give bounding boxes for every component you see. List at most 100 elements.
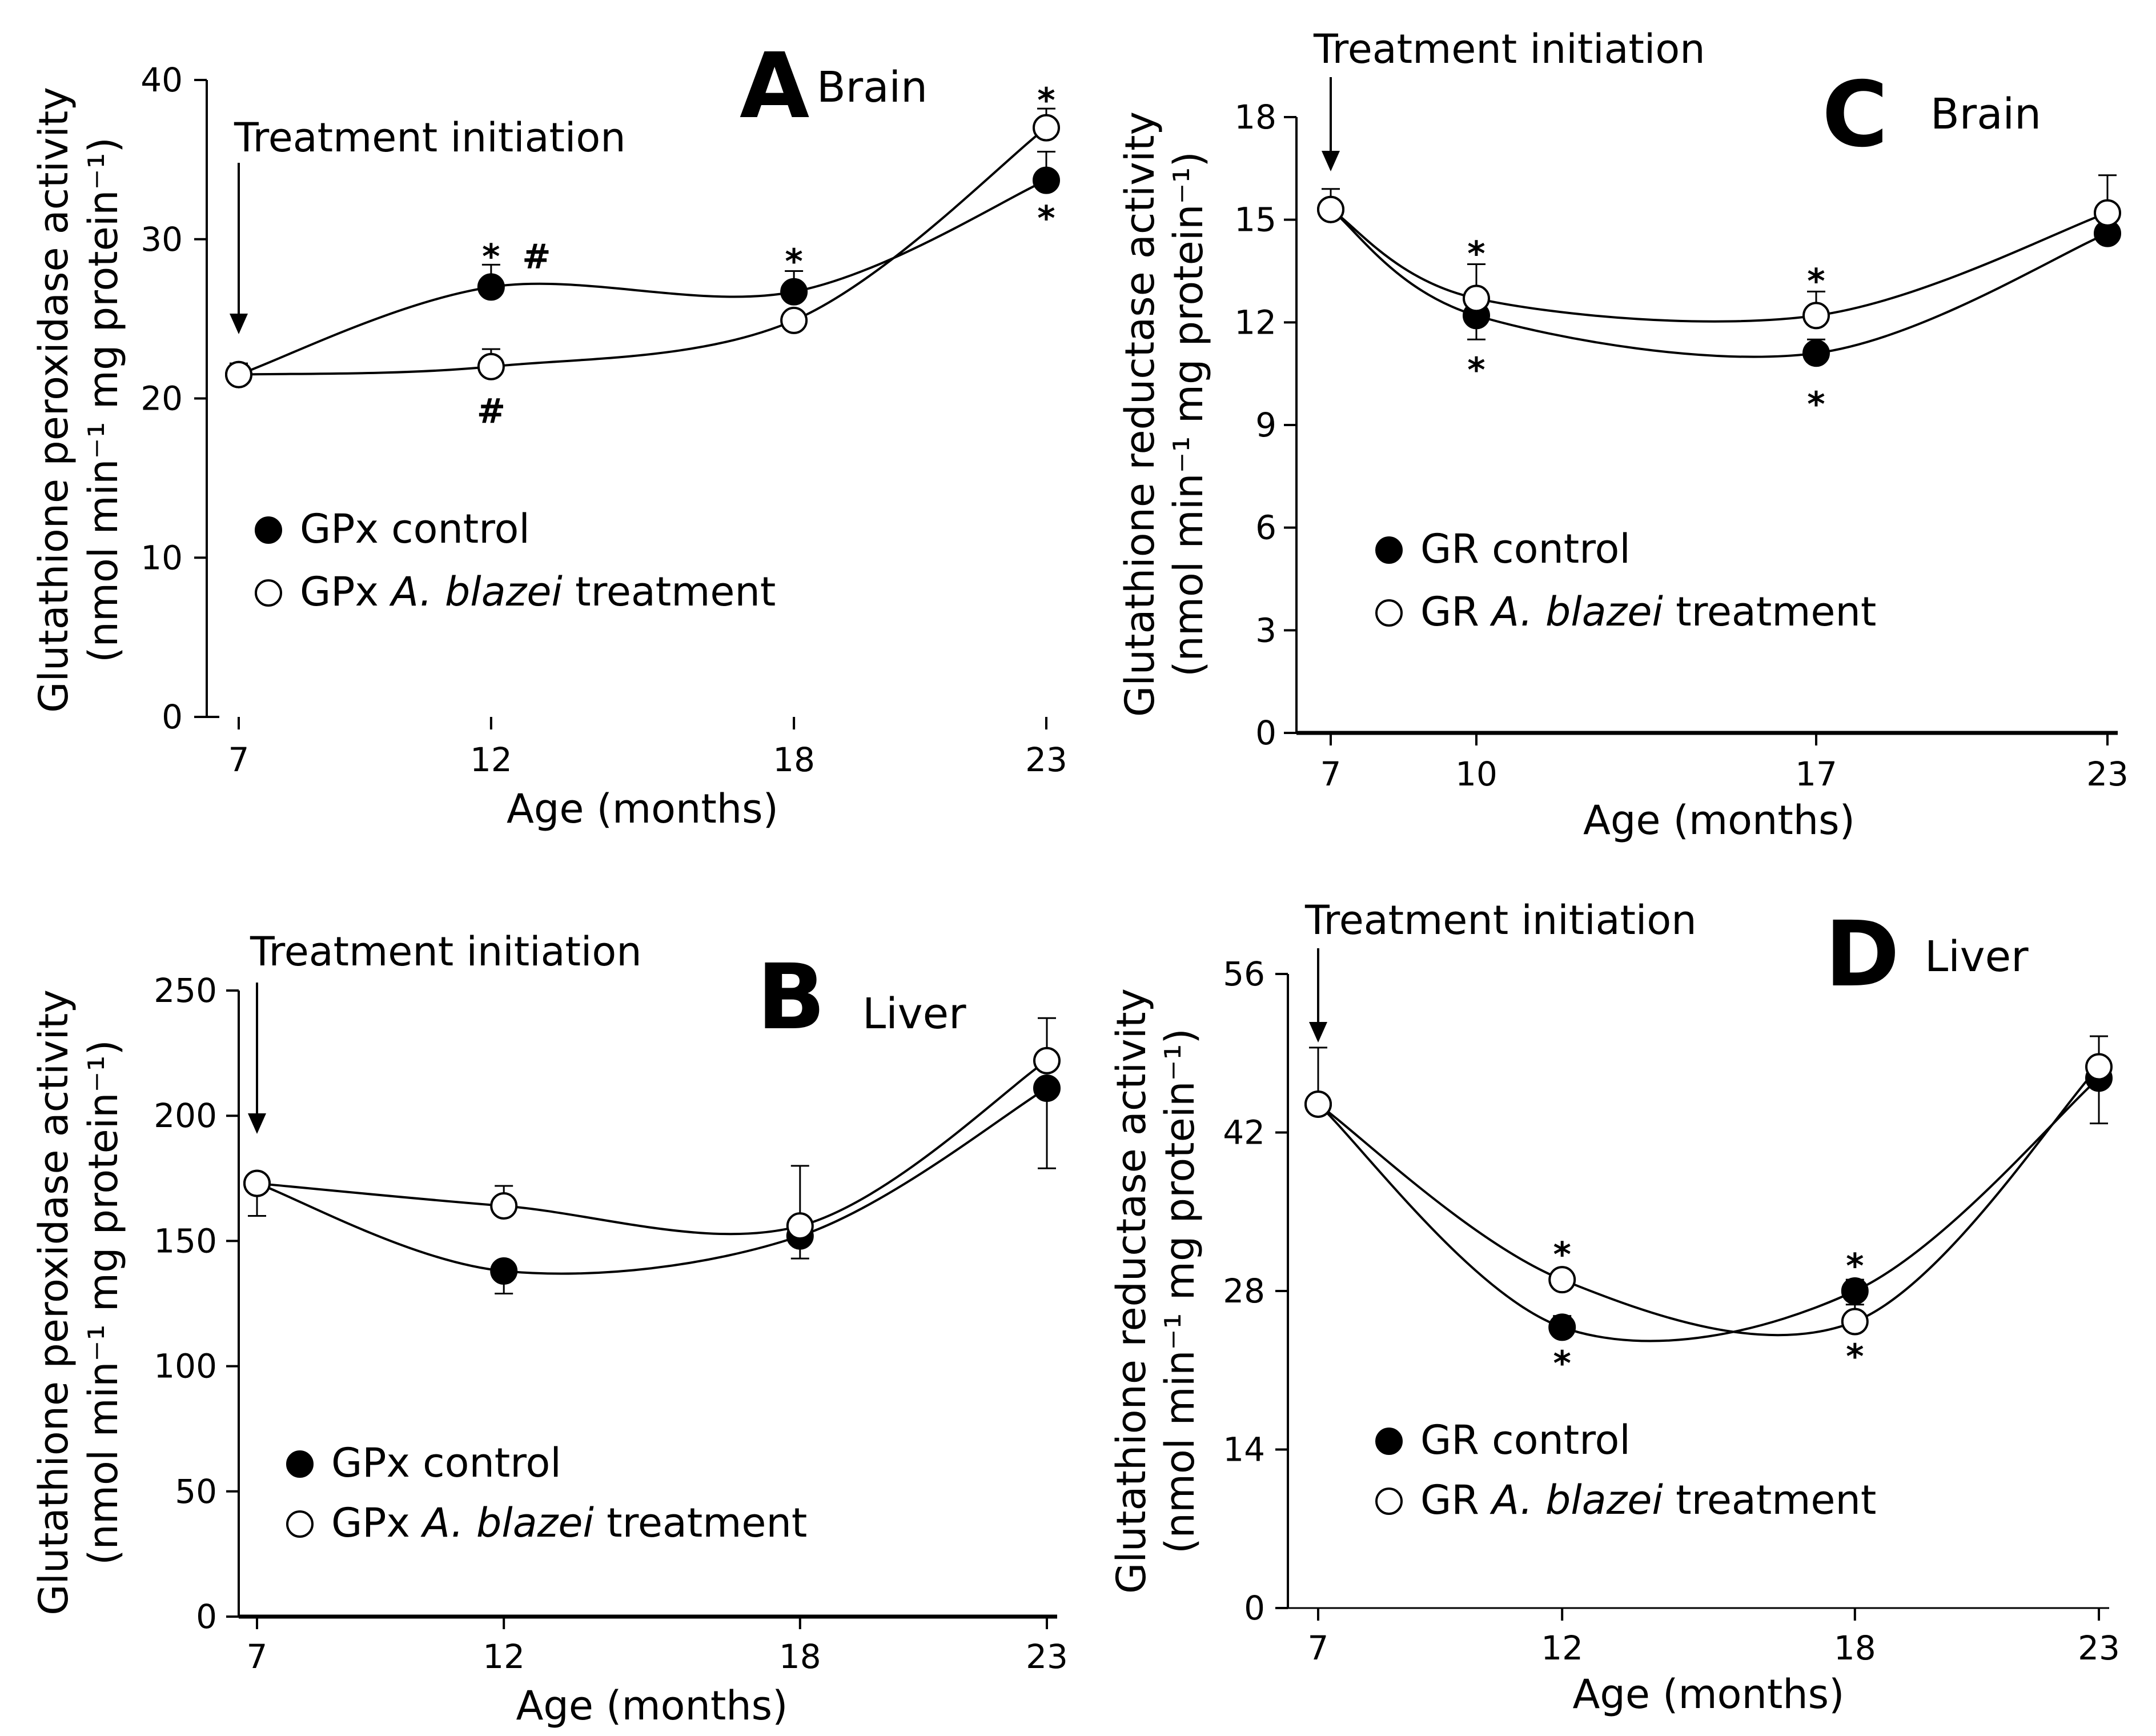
legend-marker-open xyxy=(1375,599,1403,627)
x-axis-title: Age (months) xyxy=(516,1682,788,1729)
y-axis-title: Glutathione reductase activity xyxy=(1108,988,1155,1594)
x-axis-title: Age (months) xyxy=(1583,797,1855,844)
x-axis-title: Age (months) xyxy=(1573,1671,1845,1718)
x-tick-label: 12 xyxy=(1541,1629,1583,1667)
legend-entry: GR control xyxy=(1420,526,1631,572)
x-tick-label: 7 xyxy=(228,740,250,779)
significance-mark: * xyxy=(1846,1246,1864,1286)
legend-prefix: GPx control xyxy=(300,506,530,552)
panel-b: 0 50 100 150 200 250 7 12 18 23 Age (months) Glutat… xyxy=(30,928,1068,1729)
data-point-open xyxy=(1548,1266,1576,1294)
significance-mark: * xyxy=(482,236,500,276)
y-tick-label: 15 xyxy=(1234,201,1276,239)
y-tick-label: 6 xyxy=(1255,508,1276,547)
legend-marker-open xyxy=(286,1510,314,1538)
y-tick-label: 150 xyxy=(154,1221,217,1260)
legend-suffix: treatment xyxy=(1663,1477,1876,1523)
data-point-filled xyxy=(490,1257,518,1285)
y-axis-unit: (nmol min⁻¹ mg protein⁻¹) xyxy=(80,1040,127,1565)
treatment-initiation-label: Treatment initiation xyxy=(250,928,642,975)
panel-letter: C xyxy=(1822,62,1888,167)
significance-mark: * xyxy=(1467,350,1485,390)
x-tick-label: 23 xyxy=(2086,755,2129,793)
y-tick-label: 9 xyxy=(1255,406,1276,444)
data-point-filled xyxy=(780,278,808,306)
data-point-open xyxy=(243,1169,271,1197)
significance-mark: * xyxy=(1037,199,1055,239)
y-tick-label: 0 xyxy=(162,697,183,736)
series-line xyxy=(256,1060,1048,1236)
data-point-open xyxy=(2085,1053,2113,1081)
x-tick-label: 17 xyxy=(1795,755,1837,793)
series-treatment xyxy=(243,1017,1061,1240)
y-tick-label: 10 xyxy=(140,538,183,577)
y-tick-label: 0 xyxy=(1244,1589,1265,1627)
treatment-initiation-label: Treatment initiation xyxy=(1304,897,1697,944)
data-point-open xyxy=(1802,302,1830,330)
significance-mark: * xyxy=(1467,234,1485,274)
x-tick-label: 18 xyxy=(773,740,815,779)
y-tick-label: 0 xyxy=(196,1597,217,1636)
y-tick-label: 200 xyxy=(154,1096,217,1135)
data-point-open xyxy=(477,352,505,380)
x-tick-label: 23 xyxy=(1026,1637,1068,1676)
legend-species: A. blazei xyxy=(420,1500,594,1546)
data-point-open xyxy=(1317,195,1344,223)
legend-marker-filled xyxy=(286,1450,314,1478)
series-treatment xyxy=(225,107,1060,388)
panel-letter: D xyxy=(1825,902,1900,1007)
legend-prefix: GPx xyxy=(300,568,391,615)
data-point-open xyxy=(225,360,252,388)
y-axis-title: Glutathione peroxidase activity xyxy=(30,87,77,713)
significance-mark: * xyxy=(785,242,802,282)
y-tick-label: 18 xyxy=(1234,98,1276,137)
y-tick-label: 250 xyxy=(154,971,217,1010)
y-tick-label: 42 xyxy=(1223,1113,1265,1152)
legend-entry: GPx control xyxy=(331,1440,561,1486)
x-tick-label: 12 xyxy=(483,1637,525,1676)
treatment-initiation-label: Treatment initiation xyxy=(1313,26,1705,73)
legend-suffix: treatment xyxy=(1663,588,1876,635)
significance-mark: # xyxy=(522,236,551,276)
data-point-filled xyxy=(1802,339,1830,367)
x-axis-title: Age (months) xyxy=(507,785,778,832)
series-control xyxy=(1317,188,2121,367)
legend-suffix: treatment xyxy=(563,568,776,615)
x-tick-label: 7 xyxy=(1320,755,1342,793)
legend-species: A. blazei xyxy=(389,568,563,615)
tissue-label: Liver xyxy=(1925,932,2029,981)
panel-d: 0 14 28 42 56 7 12 18 23 Age (months) Glutathione … xyxy=(1108,897,2120,1718)
significance-mark: * xyxy=(1846,1337,1864,1377)
legend-entry: GR control xyxy=(1420,1417,1631,1464)
legend-marker-open xyxy=(255,579,282,607)
y-tick-label: 12 xyxy=(1234,303,1276,342)
series-treatment xyxy=(1304,1035,2113,1337)
legend-prefix: GR control xyxy=(1420,526,1631,572)
legend-marker-open xyxy=(1375,1488,1403,1515)
y-tick-label: 100 xyxy=(154,1347,217,1386)
legend-marker-filled xyxy=(255,516,282,544)
data-point-open xyxy=(1033,114,1060,142)
tissue-label: Brain xyxy=(1930,90,2041,139)
significance-mark: * xyxy=(1553,1344,1571,1384)
y-tick-label: 30 xyxy=(140,220,183,259)
treatment-initiation-label: Treatment initiation xyxy=(234,114,626,161)
x-tick-label: 7 xyxy=(1308,1629,1329,1667)
x-tick-label: 12 xyxy=(470,740,512,779)
legend-prefix: GR control xyxy=(1420,1417,1631,1464)
y-tick-label: 0 xyxy=(1255,713,1276,752)
series-line xyxy=(256,1087,1048,1275)
x-tick-label: 10 xyxy=(1455,755,1497,793)
x-tick-label: 18 xyxy=(779,1637,821,1676)
data-point-filled xyxy=(1033,166,1060,194)
legend-entry: GPx control xyxy=(300,506,530,552)
legend-prefix: GR xyxy=(1420,1477,1492,1523)
legend-species: A. blazei xyxy=(1489,1477,1663,1523)
data-point-open xyxy=(2094,199,2121,227)
tissue-label: Liver xyxy=(862,989,966,1039)
x-tick-label: 23 xyxy=(2078,1629,2120,1667)
data-point-open xyxy=(1841,1308,1869,1336)
legend-entry: GPx A. blazei treatment xyxy=(331,1500,807,1546)
significance-mark: * xyxy=(1807,261,1825,301)
